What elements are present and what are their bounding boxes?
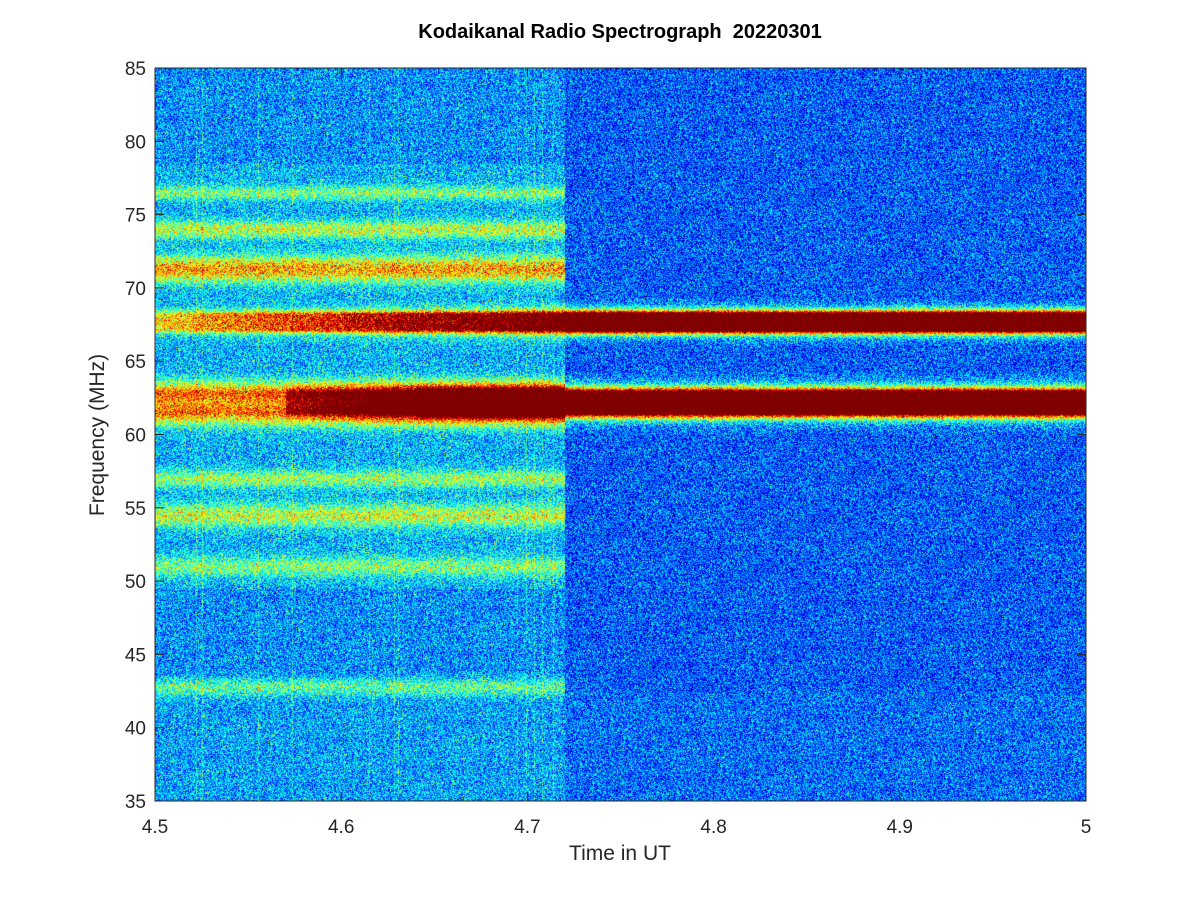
x-tick-label: 4.5 (142, 817, 168, 838)
y-tick-label: 75 (125, 206, 146, 227)
y-tick-label: 80 (125, 132, 146, 153)
y-tick-label: 50 (125, 572, 146, 593)
spectrogram-heatmap (155, 68, 1086, 801)
y-tick-label: 35 (125, 792, 146, 813)
y-axis-ticks: 35 40 45 50 55 60 65 70 75 80 85 (125, 59, 1086, 813)
x-tick-label: 4.6 (328, 817, 354, 838)
x-tick-label: 4.9 (887, 817, 913, 838)
y-tick-label: 70 (125, 279, 146, 300)
y-axis-label: Frequency (MHz) (86, 353, 109, 517)
y-tick-label: 65 (125, 352, 146, 373)
y-tick-label: 40 (125, 719, 146, 740)
y-tick-label: 55 (125, 499, 146, 520)
y-tick-label: 85 (125, 59, 146, 80)
x-axis-ticks: 4.5 4.6 4.7 4.8 4.9 5 (142, 68, 1092, 838)
chart-title: Kodaikanal Radio Spectrograph 20220301 (418, 21, 822, 43)
y-tick-label: 60 (125, 426, 146, 447)
x-tick-label: 4.8 (700, 817, 726, 838)
x-tick-label: 4.7 (514, 817, 540, 838)
y-tick-label: 45 (125, 645, 146, 666)
x-axis-label: Time in UT (569, 842, 671, 865)
x-tick-label: 5 (1081, 817, 1092, 838)
